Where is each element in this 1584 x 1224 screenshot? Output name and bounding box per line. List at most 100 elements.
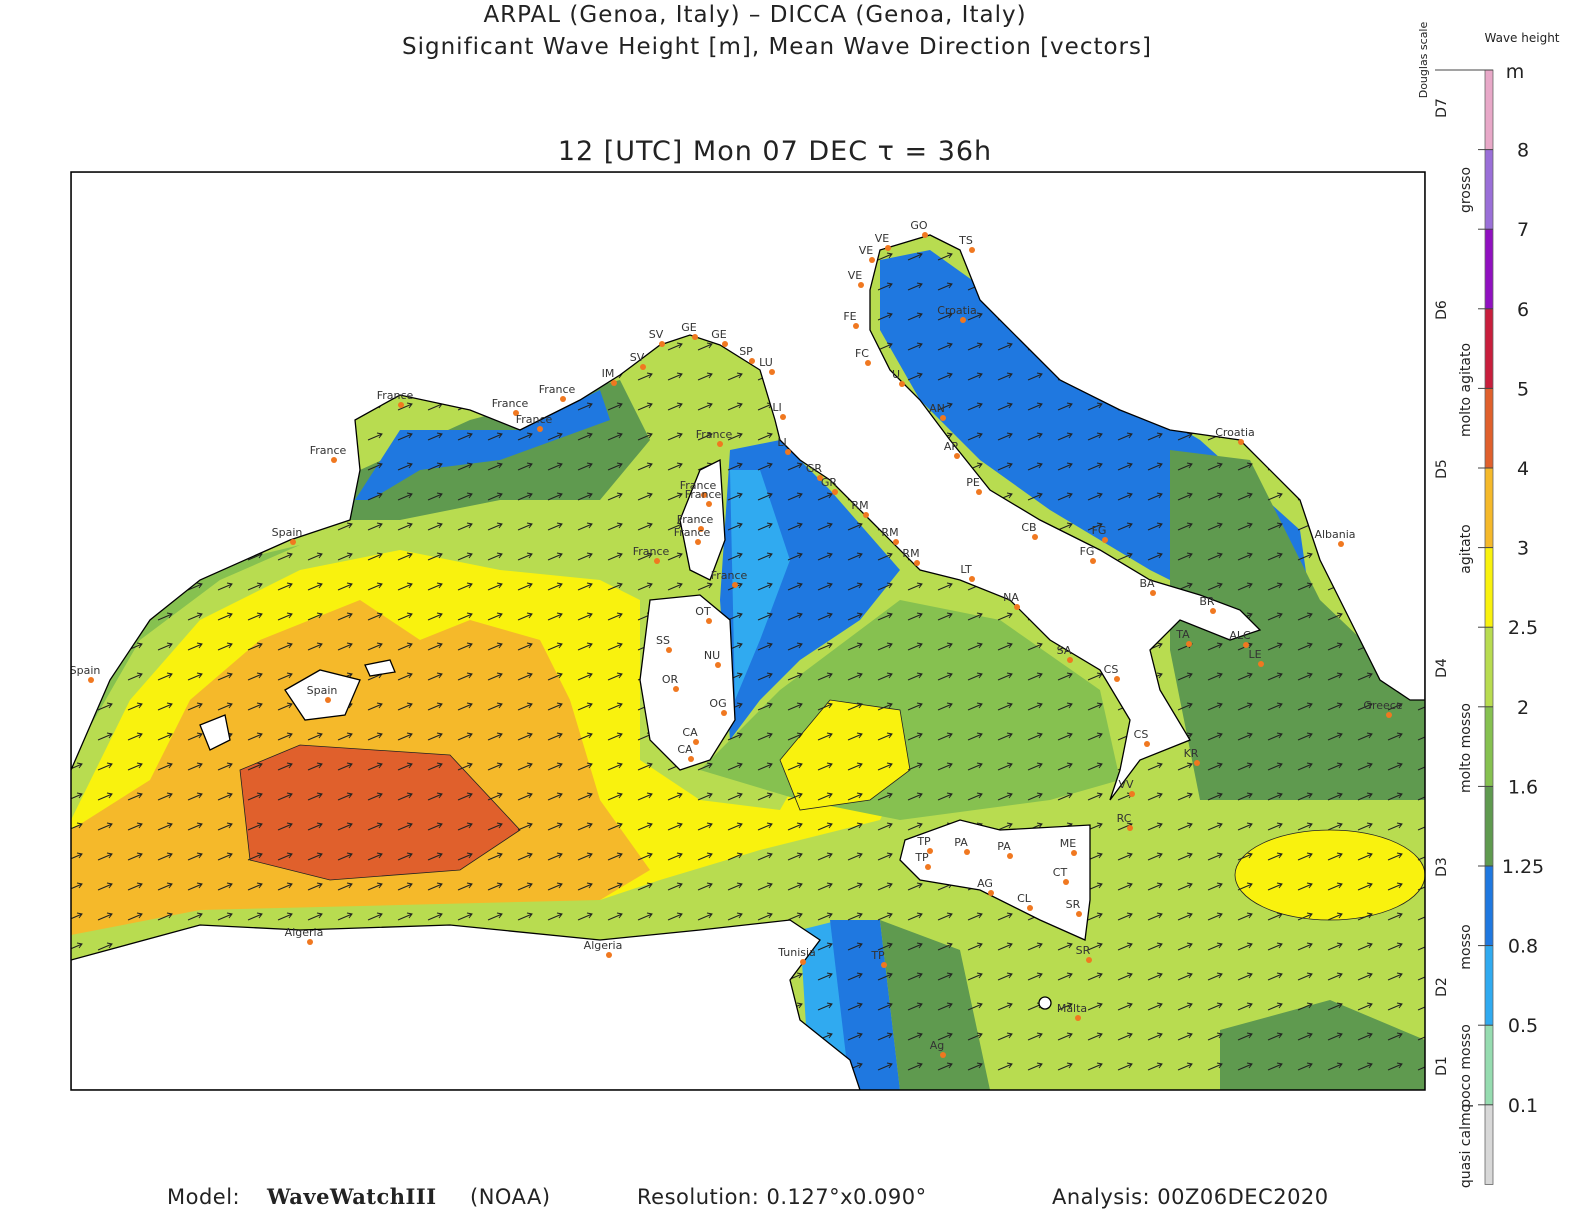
place-label: PA: [954, 836, 968, 849]
place-dot: [688, 756, 694, 762]
place-dot: [1186, 641, 1192, 647]
place-label: RM: [902, 547, 919, 560]
map: FranceFranceFranceFranceFranceSpainSpain…: [71, 172, 1425, 1090]
map-frame: [70, 171, 1426, 1091]
place-dot: [721, 710, 727, 716]
place-label: LU: [759, 356, 773, 369]
colorbar-title: Wave height: [1485, 31, 1560, 45]
footer-text: (NOAA): [470, 1185, 551, 1209]
colorbar-tick-label: 4: [1517, 458, 1529, 480]
colorbar-tick-label: 5: [1517, 378, 1529, 400]
place-dot: [290, 539, 296, 545]
place-label: Spain: [272, 526, 303, 539]
place-label: France: [677, 513, 714, 526]
colorbar-band: [1485, 388, 1493, 469]
place-dot: [706, 501, 712, 507]
place-label: RM: [851, 499, 868, 512]
place-dot: [1210, 608, 1216, 614]
place-label: FC: [855, 347, 869, 360]
place-dot: [1102, 537, 1108, 543]
place-label: RM: [881, 526, 898, 539]
colorbar-tick-label: 1.6: [1508, 776, 1538, 798]
place-dot: [1238, 439, 1244, 445]
place-dot: [666, 647, 672, 653]
place-label: PA: [997, 840, 1011, 853]
place-dot: [560, 396, 566, 402]
place-dot: [325, 697, 331, 703]
land: [679, 458, 726, 581]
place-label: France: [696, 428, 733, 441]
place-dot: [925, 864, 931, 870]
place-label: CB: [1021, 521, 1036, 534]
place-label: ME: [1060, 837, 1076, 850]
place-label: LI: [777, 436, 786, 449]
place-dot: [969, 576, 975, 582]
colorbar-tick-label: 1.25: [1502, 856, 1544, 878]
colorbar-band: [1485, 1104, 1493, 1185]
douglas-state: molto agitato: [1458, 343, 1474, 437]
douglas-code: D4: [1434, 658, 1450, 678]
footer-text: Model:: [167, 1185, 240, 1209]
colorbar-tick-label: 7: [1517, 219, 1529, 241]
place-dot: [722, 341, 728, 347]
colorbar-tick-label: 0.5: [1508, 1015, 1538, 1037]
place-dot: [865, 360, 871, 366]
colorbar-band: [1485, 229, 1493, 310]
place-dot: [1071, 850, 1077, 856]
place-dot: [881, 962, 887, 968]
place-dot: [914, 560, 920, 566]
place-dot: [940, 415, 946, 421]
place-dot: [1076, 911, 1082, 917]
douglas-state: poco mosso: [1458, 1024, 1474, 1108]
place-label: TP: [916, 835, 931, 848]
colorbar-tick-label: 8: [1517, 140, 1529, 162]
place-label: Algeria: [584, 939, 623, 952]
place-dot: [899, 381, 905, 387]
legend: m Wave height 8 7 6 5 4 3 2.5 2 1.6 1.25 0.8 0.5 0.1 Do…: [1417, 22, 1560, 1189]
place-label: TA: [1175, 628, 1190, 641]
place-dot: [693, 739, 699, 745]
place-dot: [1007, 853, 1013, 859]
place-dot: [701, 492, 707, 498]
place-label: France: [711, 569, 748, 582]
place-dot: [893, 539, 899, 545]
place-label: France: [680, 479, 717, 492]
footer-text: Resolution: 0.127°x0.090°: [637, 1185, 927, 1209]
colorbar-band: [1485, 627, 1493, 708]
colorbar-tick-label: 2: [1517, 697, 1529, 719]
place-label: France: [633, 545, 670, 558]
place-label: VV: [1118, 778, 1134, 791]
colorbar-tick-label: 6: [1517, 299, 1529, 321]
place-dot: [1014, 604, 1020, 610]
place-label: AG: [977, 877, 993, 890]
place-dot: [863, 512, 869, 518]
place-label: France: [516, 413, 553, 426]
place-label: GE: [681, 321, 697, 334]
place-dot: [307, 939, 313, 945]
colorbar-band: [1485, 149, 1493, 230]
place-label: CT: [1053, 866, 1068, 879]
land: [199, 714, 231, 751]
place-label: SR: [1066, 898, 1081, 911]
land: [639, 594, 736, 771]
place-dot: [88, 677, 94, 683]
douglas-state: molto mosso: [1458, 703, 1474, 793]
place-dot: [960, 317, 966, 323]
place-dot: [927, 848, 933, 854]
place-dot: [659, 341, 665, 347]
place-dot: [640, 364, 646, 370]
place-dot: [940, 1052, 946, 1058]
place-label: IM: [602, 367, 615, 380]
place-label: Tunisia: [777, 946, 816, 959]
place-dot: [885, 245, 891, 251]
colorbar-band: [1485, 786, 1493, 867]
place-dot: [964, 849, 970, 855]
land: [71, 919, 861, 1090]
place-dot: [1243, 642, 1249, 648]
place-dot: [1194, 760, 1200, 766]
place-dot: [692, 334, 698, 340]
place-dot: [1086, 957, 1092, 963]
place-label: FG: [1080, 545, 1095, 558]
place-label: OG: [709, 697, 726, 710]
